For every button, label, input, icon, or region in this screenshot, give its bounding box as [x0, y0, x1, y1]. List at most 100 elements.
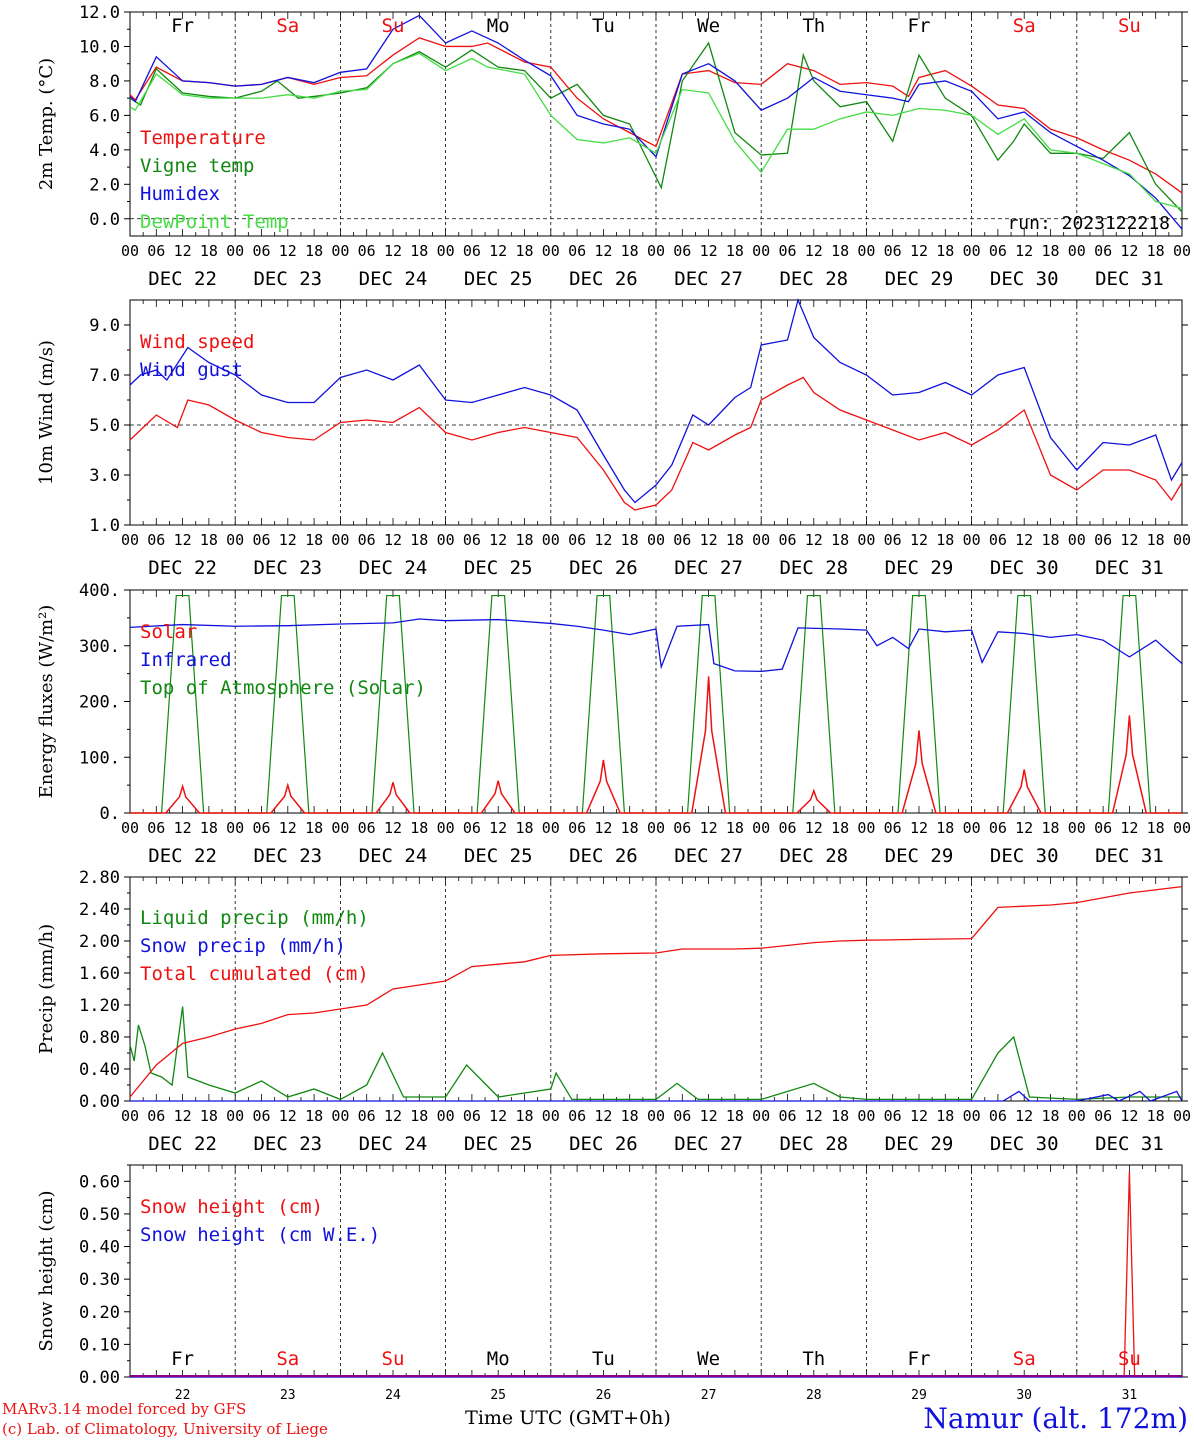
x-hour-label: 06 [778, 819, 796, 837]
legend-entry: Wind speed [140, 331, 254, 353]
series-infrared [129, 618, 1183, 673]
x-hour-label: 00 [963, 242, 981, 260]
x-hour-label: 00 [647, 1107, 665, 1125]
legend-entry: Snow height (cm W.E.) [140, 1224, 380, 1246]
x-hour-label: 06 [568, 819, 586, 837]
x-hour-label: 18 [410, 819, 428, 837]
x-hour-label: 06 [358, 242, 376, 260]
x-hour-label: 12 [1120, 531, 1138, 549]
y-tick-label: 200. [79, 693, 120, 713]
x-hour-label: 18 [726, 1107, 744, 1125]
x-hour-label: 18 [621, 1107, 639, 1125]
legend-entry: Solar [140, 621, 197, 643]
series-solar [130, 676, 1182, 814]
x-hour-label: 18 [200, 1107, 218, 1125]
credit-line-2: (c) Lab. of Climatology, University of L… [2, 1420, 328, 1438]
x-hour-label: 06 [989, 531, 1007, 549]
x-hour-label: 06 [358, 531, 376, 549]
x-hour-label: 06 [884, 242, 902, 260]
day-number-label: 23 [280, 1388, 296, 1403]
y-tick-label: 100. [79, 748, 120, 768]
y-tick-label: 10.0 [79, 37, 120, 57]
weekday-label: Sa [276, 15, 299, 37]
x-hour-label: 00 [542, 242, 560, 260]
x-hour-label: 00 [121, 1107, 139, 1125]
series-wind-speed [129, 376, 1183, 511]
x-hour-label: 18 [831, 531, 849, 549]
weekday-label: Fr [908, 1348, 931, 1370]
x-hour-label: 12 [1015, 531, 1033, 549]
x-hour-label: 06 [463, 242, 481, 260]
x-hour-label: 12 [174, 1107, 192, 1125]
y-tick-label: 8.0 [89, 72, 120, 92]
x-hour-label: 00 [331, 531, 349, 549]
x-date-label: DEC 29 [885, 557, 954, 579]
y-tick-label: 2.80 [79, 868, 120, 888]
y-tick-label: 0.00 [79, 1092, 120, 1112]
day-number-label: 27 [701, 1388, 717, 1403]
x-hour-label: 00 [1068, 819, 1086, 837]
x-hour-label: 12 [489, 242, 507, 260]
y-tick-label: 3.0 [89, 466, 120, 486]
x-hour-label: 18 [410, 242, 428, 260]
series-dewpoint-temp [129, 52, 1183, 210]
x-hour-label: 18 [936, 531, 954, 549]
x-hour-label: 18 [936, 242, 954, 260]
x-hour-label: 18 [410, 531, 428, 549]
legend-entry: Vigne temp [140, 155, 254, 177]
x-hour-label: 12 [910, 819, 928, 837]
x-date-label: DEC 31 [1095, 1133, 1164, 1155]
y-axis-label: 2m Temp. (°C) [36, 58, 57, 190]
x-hour-label: 18 [936, 819, 954, 837]
y-tick-label: 0.00 [79, 1368, 120, 1388]
y-tick-label: 1.20 [79, 996, 120, 1016]
x-hour-label: 06 [673, 531, 691, 549]
x-hour-label: 06 [252, 531, 270, 549]
legend-entry: Wind gust [140, 359, 243, 381]
x-hour-label: 00 [963, 1107, 981, 1125]
x-hour-label: 18 [515, 531, 533, 549]
x-hour-label: 12 [384, 819, 402, 837]
legend-entry: Top of Atmosphere (Solar) [140, 677, 426, 699]
x-hour-label: 00 [331, 819, 349, 837]
x-hour-label: 18 [1041, 1107, 1059, 1125]
x-date-label: DEC 29 [885, 1133, 954, 1155]
x-hour-label: 06 [778, 1107, 796, 1125]
x-hour-label: 18 [200, 242, 218, 260]
x-date-label: DEC 29 [885, 845, 954, 867]
x-hour-label: 00 [647, 531, 665, 549]
x-hour-label: 18 [515, 819, 533, 837]
x-hour-label: 00 [331, 1107, 349, 1125]
y-axis-label: Precip (mm/h) [36, 924, 57, 1054]
x-hour-label: 00 [121, 242, 139, 260]
x-hour-label: 18 [1041, 531, 1059, 549]
weekday-label: Th [802, 15, 825, 37]
x-date-label: DEC 24 [359, 1133, 428, 1155]
legend-entry: Snow height (cm) [140, 1196, 323, 1218]
x-date-label: DEC 30 [990, 845, 1059, 867]
x-date-label: DEC 27 [674, 557, 743, 579]
x-hour-label: 00 [752, 242, 770, 260]
x-hour-label: 18 [305, 819, 323, 837]
x-hour-label: 06 [884, 819, 902, 837]
x-hour-label: 00 [1173, 819, 1191, 837]
weekday-label: Su [382, 1348, 405, 1370]
x-hour-label: 12 [489, 819, 507, 837]
weekday-label: Mo [487, 1348, 510, 1370]
x-date-label: DEC 23 [253, 845, 322, 867]
x-hour-label: 18 [831, 1107, 849, 1125]
x-hour-label: 18 [305, 531, 323, 549]
x-hour-label: 06 [147, 242, 165, 260]
x-date-label: DEC 27 [674, 845, 743, 867]
x-hour-label: 12 [910, 242, 928, 260]
series-liquid-precip-mm-h- [129, 1006, 1182, 1101]
day-number-label: 22 [175, 1388, 191, 1403]
x-hour-label: 00 [226, 531, 244, 549]
x-hour-label: 00 [1068, 242, 1086, 260]
x-hour-label: 06 [252, 242, 270, 260]
x-hour-label: 12 [805, 242, 823, 260]
x-hour-label: 06 [463, 531, 481, 549]
x-hour-label: 00 [857, 531, 875, 549]
y-tick-label: 6.0 [89, 106, 120, 126]
x-hour-label: 18 [726, 819, 744, 837]
